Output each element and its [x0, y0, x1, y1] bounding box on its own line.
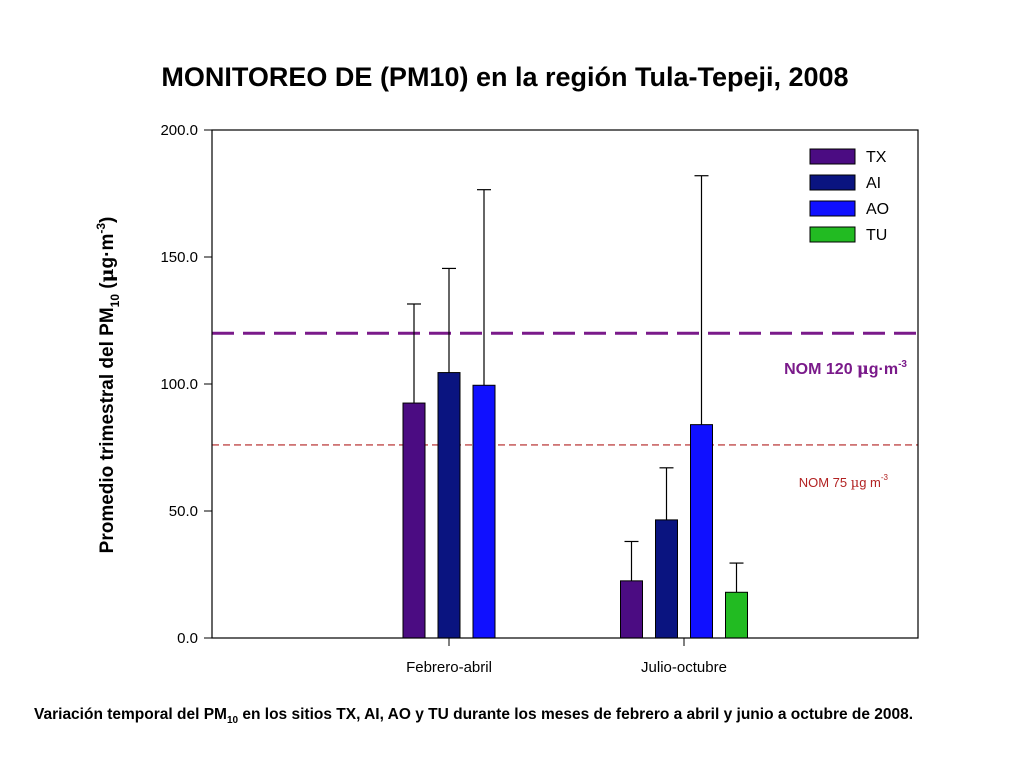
ref-label-mu: μ	[857, 359, 869, 378]
bar-tx-1	[620, 580, 643, 639]
bar-ai-1	[655, 519, 678, 639]
legend-label-ao: AO	[866, 201, 889, 218]
legend-swatch-ai	[809, 174, 856, 191]
ref-label-unit: g m	[859, 475, 881, 490]
legend-label-tx: TX	[866, 149, 887, 166]
y-axis-ticks: 0.0 50.0 100.0 150.0 200.0	[160, 122, 212, 647]
y-tick-label: 200.0	[160, 122, 198, 139]
legend-label-ai: AI	[866, 175, 881, 192]
legend-swatch-ao	[809, 200, 856, 217]
y-tick-label: 50.0	[169, 503, 198, 520]
bar-tx-0	[402, 402, 426, 639]
y-tick-label: 0.0	[177, 630, 198, 647]
x-tick-label: Febrero-abril	[406, 659, 492, 676]
x-tick-label: Julio-octubre	[641, 659, 727, 676]
ref-label-unit: g·m	[869, 361, 898, 378]
ref-label-sup: -3	[881, 473, 889, 482]
y-tick-label: 150.0	[160, 249, 198, 266]
legend-swatch-tu	[809, 226, 856, 243]
bar-ao-0	[472, 384, 496, 639]
ref-label-text: NOM 120	[784, 361, 857, 378]
bar-ao-1	[690, 424, 713, 639]
error-bars	[407, 175, 744, 593]
legend-swatch-tx	[809, 148, 856, 165]
bars	[402, 372, 748, 639]
legend: TX AI AO TU	[809, 148, 889, 244]
ref-label-text: NOM 75	[799, 475, 851, 490]
bar-tu-1	[725, 591, 748, 639]
reference-line-label-76: NOM 75 µg m-3	[799, 473, 889, 491]
x-axis-ticks: Febrero-abril Julio-octubre	[406, 638, 727, 676]
y-axis-label: Promedio trimestral del PM10 (μg·m-3)	[94, 217, 122, 554]
ref-label-sup: -3	[898, 359, 907, 370]
ref-label-mu: µ	[851, 476, 859, 491]
figure-caption: Variación temporal del PM10 en los sitio…	[34, 706, 914, 727]
chart-title: MONITOREO DE (PM10) en la región Tula-Te…	[161, 62, 849, 92]
reference-line-label-120: NOM 120 μg·m-3	[784, 359, 907, 378]
y-tick-label: 100.0	[160, 376, 198, 393]
legend-label-tu: TU	[866, 227, 887, 244]
bar-ai-0	[437, 372, 461, 639]
